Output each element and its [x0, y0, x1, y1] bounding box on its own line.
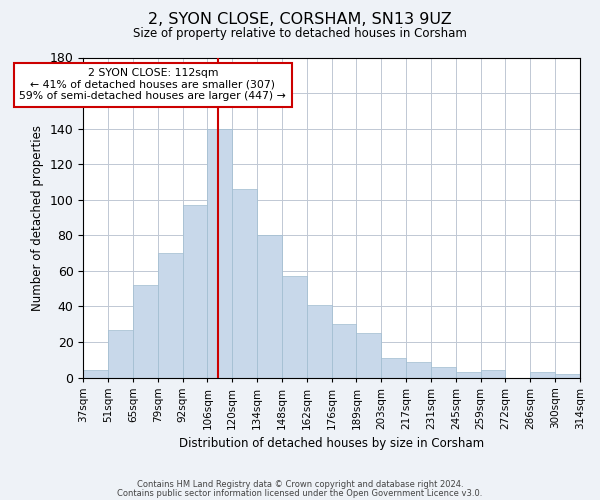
Text: Size of property relative to detached houses in Corsham: Size of property relative to detached ho… — [133, 28, 467, 40]
Text: Contains HM Land Registry data © Crown copyright and database right 2024.: Contains HM Land Registry data © Crown c… — [137, 480, 463, 489]
Bar — [307, 304, 332, 378]
Bar — [406, 362, 431, 378]
Bar — [356, 333, 382, 378]
Bar — [282, 276, 307, 378]
Y-axis label: Number of detached properties: Number of detached properties — [31, 124, 44, 310]
Text: Contains public sector information licensed under the Open Government Licence v3: Contains public sector information licen… — [118, 488, 482, 498]
X-axis label: Distribution of detached houses by size in Corsham: Distribution of detached houses by size … — [179, 437, 484, 450]
Bar — [481, 370, 505, 378]
Bar — [382, 358, 406, 378]
Bar — [555, 374, 580, 378]
Bar — [431, 367, 456, 378]
Text: 2 SYON CLOSE: 112sqm
← 41% of detached houses are smaller (307)
59% of semi-deta: 2 SYON CLOSE: 112sqm ← 41% of detached h… — [19, 68, 286, 102]
Bar — [83, 370, 108, 378]
Bar — [257, 236, 282, 378]
Bar — [332, 324, 356, 378]
Bar — [108, 330, 133, 378]
Bar — [232, 189, 257, 378]
Bar — [456, 372, 481, 378]
Bar — [158, 253, 182, 378]
Bar — [208, 128, 232, 378]
Bar — [182, 205, 208, 378]
Text: 2, SYON CLOSE, CORSHAM, SN13 9UZ: 2, SYON CLOSE, CORSHAM, SN13 9UZ — [148, 12, 452, 28]
Bar — [133, 285, 158, 378]
Bar — [530, 372, 555, 378]
